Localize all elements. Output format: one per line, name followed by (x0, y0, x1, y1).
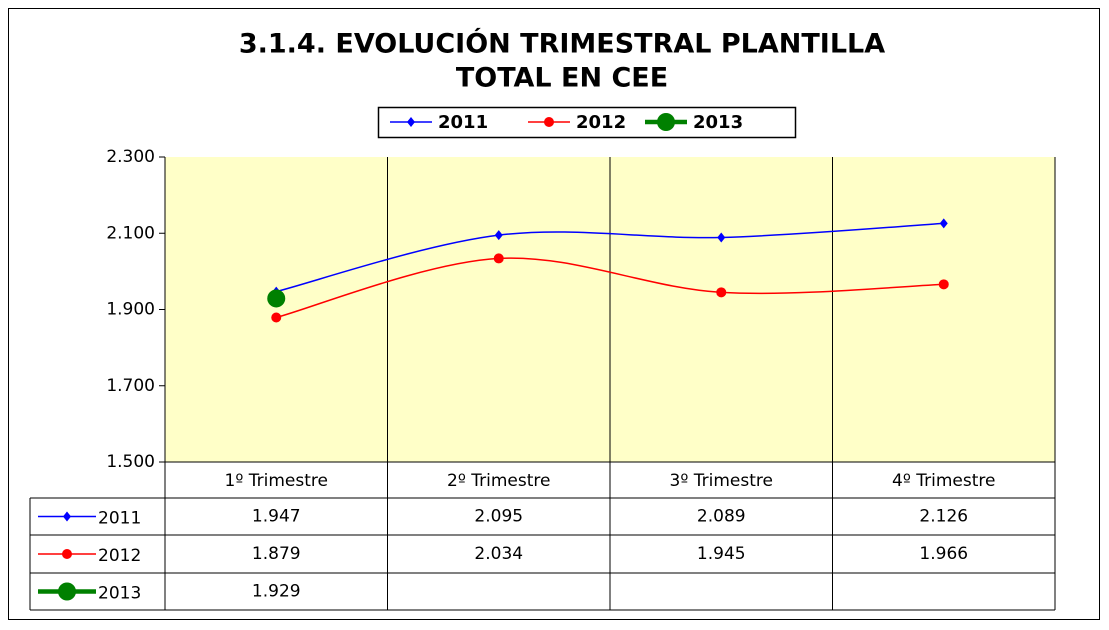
table-value: 1.945 (697, 544, 746, 564)
x-tick-label: 3º Trimestre (670, 471, 773, 491)
point-marker (938, 279, 949, 290)
legend-label: 2011 (438, 112, 488, 133)
point-marker (939, 218, 948, 229)
y-tick-label: 1.900 (106, 300, 155, 320)
point-marker (544, 117, 554, 127)
y-tick-label: 1.700 (106, 376, 155, 396)
legend-label: 2012 (576, 112, 626, 133)
point-marker (63, 511, 71, 522)
y-tick-label: 2.100 (106, 223, 155, 243)
table-value: 2.126 (919, 507, 968, 527)
chart-subtitle: TOTAL EN CEE (456, 63, 668, 94)
point-marker (267, 289, 286, 308)
point-marker (62, 549, 72, 559)
legend-label: 2013 (693, 112, 743, 133)
point-marker (494, 230, 503, 241)
x-tick-label: 1º Trimestre (225, 471, 328, 491)
point-marker (407, 117, 415, 127)
series-line (276, 257, 944, 319)
point-marker (493, 253, 504, 264)
chart-title: 3.1.4. EVOLUCIÓN TRIMESTRAL PLANTILLA (239, 28, 885, 60)
table-value: 1.879 (252, 544, 301, 564)
table-series-label: 2013 (98, 584, 141, 604)
point-marker (271, 312, 282, 323)
series-line (276, 222, 944, 293)
table-value: 1.966 (919, 544, 968, 564)
table-value: 2.089 (697, 507, 746, 527)
table-value: 1.947 (252, 507, 301, 527)
point-marker (717, 232, 726, 243)
table-value: 1.929 (252, 582, 301, 602)
y-tick-label: 2.300 (106, 147, 155, 167)
table-series-label: 2011 (98, 509, 141, 529)
x-tick-label: 2º Trimestre (447, 471, 550, 491)
point-marker (716, 287, 727, 298)
point-marker (657, 113, 675, 131)
table-value: 2.034 (474, 544, 523, 564)
table-value: 2.095 (474, 507, 523, 527)
y-tick-label: 1.500 (106, 452, 155, 472)
point-marker (58, 582, 76, 601)
x-tick-label: 4º Trimestre (892, 471, 995, 491)
legend-box (377, 106, 797, 139)
table-series-label: 2012 (98, 546, 141, 566)
